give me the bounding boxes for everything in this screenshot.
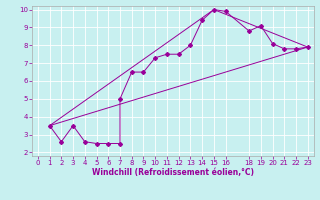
X-axis label: Windchill (Refroidissement éolien,°C): Windchill (Refroidissement éolien,°C) bbox=[92, 168, 254, 177]
